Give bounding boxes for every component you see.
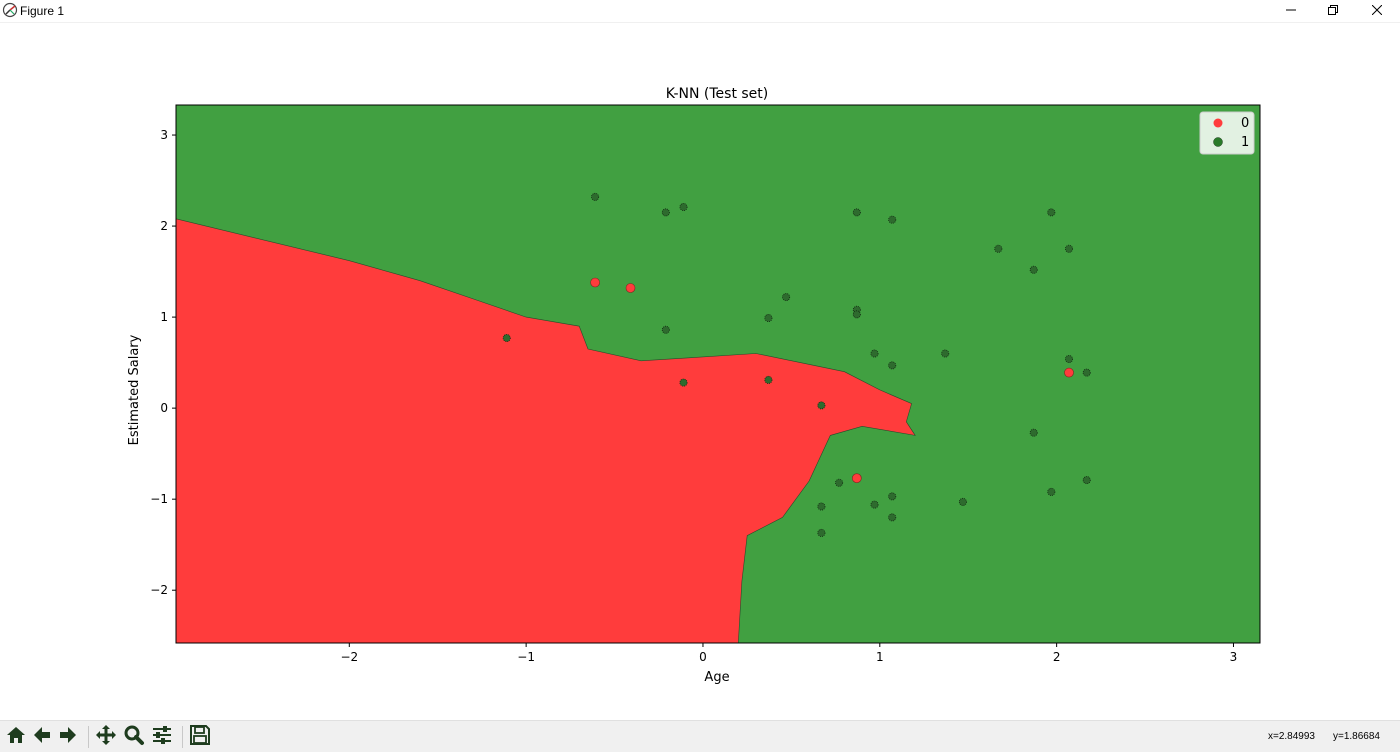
save-icon bbox=[189, 724, 211, 750]
y-tick-label: 3 bbox=[160, 128, 168, 142]
data-point-class-1 bbox=[679, 378, 688, 387]
back-button[interactable] bbox=[30, 725, 54, 749]
data-point-class-1 bbox=[958, 497, 967, 506]
window-title: Figure 1 bbox=[20, 4, 65, 18]
data-point-class-1 bbox=[1065, 354, 1074, 363]
y-coordinate-readout: y=1.86684 bbox=[1333, 731, 1380, 742]
data-point-class-1 bbox=[888, 513, 897, 522]
data-point-class-1 bbox=[888, 492, 897, 501]
data-point-class-1 bbox=[1065, 244, 1074, 253]
data-point-class-0 bbox=[590, 277, 600, 288]
back-arrow-icon bbox=[31, 724, 53, 750]
toolbar-separator bbox=[182, 726, 183, 748]
zoom-icon bbox=[123, 724, 145, 750]
legend-label-1: 1 bbox=[1241, 135, 1249, 150]
data-point-class-1 bbox=[591, 192, 600, 201]
data-point-class-1 bbox=[888, 215, 897, 224]
legend-label-0: 0 bbox=[1241, 116, 1249, 131]
x-tick-label: 2 bbox=[1053, 650, 1061, 664]
data-point-class-1 bbox=[852, 208, 861, 217]
home-icon bbox=[5, 724, 27, 750]
data-point-class-1 bbox=[764, 375, 773, 384]
x-tick-label: −2 bbox=[340, 650, 358, 664]
scatter-points bbox=[502, 192, 1091, 537]
data-point-class-1 bbox=[661, 325, 670, 334]
y-tick-label: 0 bbox=[160, 401, 168, 415]
x-axis-ticks: −2 −1 0 1 2 3 bbox=[340, 643, 1237, 664]
legend-marker-1 bbox=[1213, 137, 1223, 147]
forward-arrow-icon bbox=[57, 724, 79, 750]
data-point-class-1 bbox=[870, 349, 879, 358]
data-point-class-1 bbox=[782, 293, 791, 302]
data-point-class-1 bbox=[679, 202, 688, 211]
x-tick-label: 1 bbox=[876, 650, 884, 664]
restore-button[interactable] bbox=[1310, 0, 1356, 22]
pan-icon bbox=[95, 724, 117, 750]
minimize-icon bbox=[1286, 4, 1296, 18]
data-point-class-1 bbox=[835, 478, 844, 487]
axes-frame bbox=[175, 104, 1261, 644]
zoom-button[interactable] bbox=[122, 725, 146, 749]
data-point-class-1 bbox=[661, 208, 670, 217]
data-point-class-1 bbox=[764, 313, 773, 322]
configure-subplots-icon bbox=[151, 724, 173, 750]
data-point-class-1 bbox=[1082, 476, 1091, 485]
data-point-class-1 bbox=[1047, 208, 1056, 217]
matplotlib-icon bbox=[2, 2, 18, 18]
data-point-class-1 bbox=[888, 361, 897, 370]
y-tick-label: −1 bbox=[150, 492, 168, 506]
x-coordinate-readout: x=2.84993 bbox=[1268, 731, 1315, 742]
data-point-class-1 bbox=[941, 349, 950, 358]
data-point-class-1 bbox=[502, 333, 511, 342]
decision-region-class-0 bbox=[175, 218, 916, 644]
y-axis-label: Estimated Salary bbox=[127, 334, 142, 445]
y-tick-label: −2 bbox=[150, 583, 168, 597]
figure-canvas[interactable]: K-NN (Test set) −2 −1 0 1 2 3 −2 −1 0 1 2 3 Age Es… bbox=[0, 22, 1400, 720]
data-point-class-1 bbox=[1029, 428, 1038, 437]
window-title-bar: Figure 1 bbox=[0, 0, 1400, 23]
data-point-class-1 bbox=[817, 502, 826, 511]
close-button[interactable] bbox=[1354, 0, 1400, 22]
data-point-class-0 bbox=[1064, 367, 1074, 378]
y-tick-label: 2 bbox=[160, 219, 168, 233]
data-point-class-1 bbox=[1047, 487, 1056, 496]
legend-marker-0 bbox=[1213, 118, 1223, 128]
data-point-class-1 bbox=[1082, 368, 1091, 377]
data-point-class-1 bbox=[870, 500, 879, 509]
home-button[interactable] bbox=[4, 725, 28, 749]
legend: 0 1 bbox=[1199, 111, 1255, 155]
y-tick-label: 1 bbox=[160, 310, 168, 324]
configure-subplots-button[interactable] bbox=[150, 725, 174, 749]
pan-button[interactable] bbox=[94, 725, 118, 749]
x-tick-label: −1 bbox=[517, 650, 535, 664]
x-axis-label: Age bbox=[704, 670, 729, 685]
plot-area[interactable] bbox=[175, 104, 1261, 644]
forward-button[interactable] bbox=[56, 725, 80, 749]
data-point-class-1 bbox=[817, 401, 826, 410]
data-point-class-1 bbox=[852, 310, 861, 319]
navigation-toolbar: x=2.84993 y=1.86684 bbox=[0, 720, 1400, 752]
data-point-class-0 bbox=[851, 473, 862, 484]
minimize-button[interactable] bbox=[1268, 0, 1314, 22]
data-point-class-0 bbox=[625, 283, 636, 293]
save-button[interactable] bbox=[188, 725, 212, 749]
chart-title: K-NN (Test set) bbox=[666, 86, 769, 102]
data-point-class-1 bbox=[817, 528, 826, 537]
x-tick-label: 0 bbox=[699, 650, 707, 664]
close-icon bbox=[1371, 4, 1383, 18]
restore-icon bbox=[1328, 4, 1338, 18]
y-axis-ticks: −2 −1 0 1 2 3 bbox=[150, 128, 176, 597]
data-point-class-1 bbox=[1029, 265, 1038, 274]
data-point-class-1 bbox=[994, 244, 1003, 253]
x-tick-label: 3 bbox=[1230, 650, 1238, 664]
toolbar-separator bbox=[88, 726, 89, 748]
